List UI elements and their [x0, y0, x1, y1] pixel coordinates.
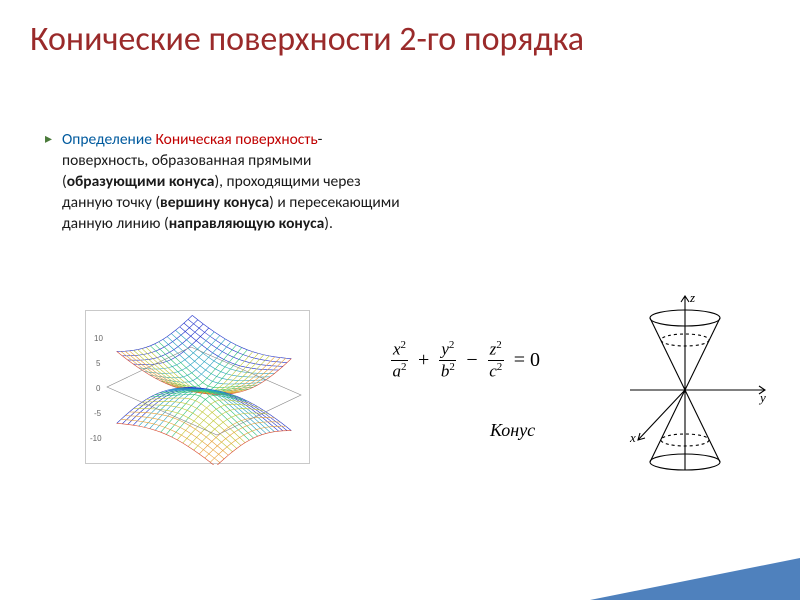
- ytick: 0: [96, 384, 101, 393]
- eq-d3s: 2: [497, 361, 503, 373]
- eq-term-3: z2 c2: [488, 340, 504, 380]
- axis-z-label: z: [689, 290, 695, 305]
- term-label: Определение: [62, 130, 155, 149]
- eq-d2s: 2: [449, 361, 455, 373]
- cone-label: Конус: [490, 420, 535, 441]
- bullet-icon: ▸: [45, 130, 52, 147]
- eq-n2v: y: [441, 340, 449, 359]
- def-l3c: ) и пересекающими: [269, 193, 399, 212]
- def-l4b: направляющую конуса: [169, 214, 325, 233]
- def-l4a: данную линию (: [62, 214, 169, 233]
- dash: -: [318, 130, 323, 149]
- definition-paragraph: Определение Коническая поверхность- пове…: [62, 130, 552, 235]
- ytick: 5: [96, 359, 101, 368]
- eq-term-2: y2 b2: [439, 340, 456, 380]
- eq-term-1: x2 a2: [391, 340, 408, 380]
- eq-op-2: −: [466, 349, 477, 372]
- axis-x-label: x: [629, 430, 636, 445]
- ytick: -10: [90, 434, 102, 443]
- eq-n1v: x: [393, 340, 401, 359]
- eq-n1s: 2: [401, 339, 407, 351]
- eq-rhs: = 0: [514, 349, 540, 372]
- double-cone-figure: z y x: [600, 290, 770, 480]
- def-l4c: ).: [324, 214, 333, 233]
- eq-d1v: a: [393, 361, 402, 380]
- ytick: -5: [94, 409, 102, 418]
- def-l2c: ), проходящими через: [214, 172, 360, 191]
- corner-accent: [590, 558, 800, 600]
- saddle-surface-plot: 10 5 0 -5 -10: [85, 310, 310, 464]
- eq-d1s: 2: [401, 361, 407, 373]
- def-line1: поверхность, образованная прямыми: [62, 151, 311, 170]
- ytick: 10: [94, 334, 103, 343]
- def-l3a: данную точку (: [62, 193, 160, 212]
- term-name: Коническая поверхность: [155, 130, 317, 149]
- def-l2b: образующими конуса: [67, 172, 215, 191]
- axis-y-label: y: [758, 390, 766, 405]
- eq-n3s: 2: [496, 339, 502, 351]
- eq-d3v: c: [489, 361, 497, 380]
- eq-op-1: +: [418, 349, 429, 372]
- def-l3b: вершину конуса: [160, 193, 269, 212]
- slide-title: Конические поверхности 2-го порядка: [30, 20, 584, 59]
- slide: Конические поверхности 2-го порядка ▸ Оп…: [0, 0, 800, 600]
- cone-equation: x2 a2 + y2 b2 − z2 c2 = 0: [388, 340, 542, 380]
- eq-n2s: 2: [449, 339, 455, 351]
